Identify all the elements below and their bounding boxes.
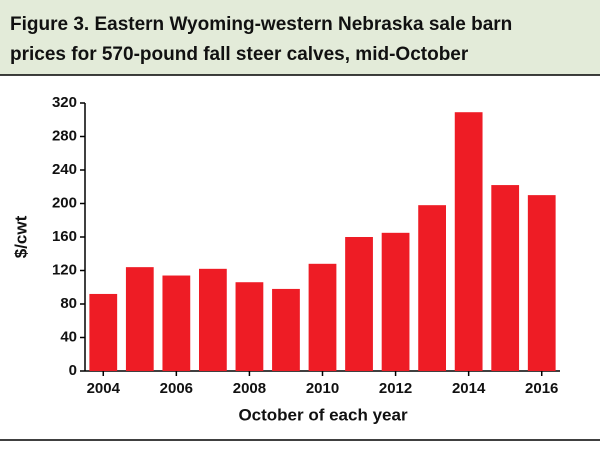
bar (345, 237, 373, 371)
bar (89, 293, 118, 371)
bar (527, 195, 556, 371)
x-axis-label: October of each year (238, 405, 408, 424)
chart-title: prices for 570-pound fall steer calves, … (10, 44, 469, 65)
x-tick-label: 2004 (87, 380, 121, 397)
header-background (0, 0, 600, 75)
bar (162, 275, 191, 371)
x-tick-label: 2016 (525, 380, 558, 397)
bar (199, 268, 227, 371)
bar (454, 112, 483, 372)
y-tick-label: 80 (60, 295, 77, 312)
y-axis-label: $/cwt (11, 215, 30, 258)
y-tick-label: 240 (52, 161, 77, 178)
y-tick-label: 320 (52, 94, 77, 111)
bar (272, 288, 300, 371)
y-tick-label: 0 (69, 362, 77, 379)
bar (125, 267, 154, 371)
bar (381, 232, 410, 371)
x-tick-label: 2010 (306, 380, 339, 397)
bar (235, 282, 264, 371)
x-tick-label: 2006 (160, 380, 193, 397)
bar (308, 263, 337, 371)
y-tick-label: 40 (60, 328, 77, 345)
x-tick-label: 2014 (452, 380, 486, 397)
y-tick-label: 120 (52, 261, 77, 278)
bar (418, 205, 446, 371)
y-tick-label: 160 (52, 228, 77, 245)
x-tick-label: 2012 (379, 380, 412, 397)
bar (491, 185, 520, 371)
y-tick-label: 200 (52, 194, 77, 211)
x-tick-label: 2008 (233, 380, 266, 397)
chart-title: Figure 3. Eastern Wyoming-western Nebras… (10, 14, 512, 35)
y-tick-label: 280 (52, 127, 77, 144)
